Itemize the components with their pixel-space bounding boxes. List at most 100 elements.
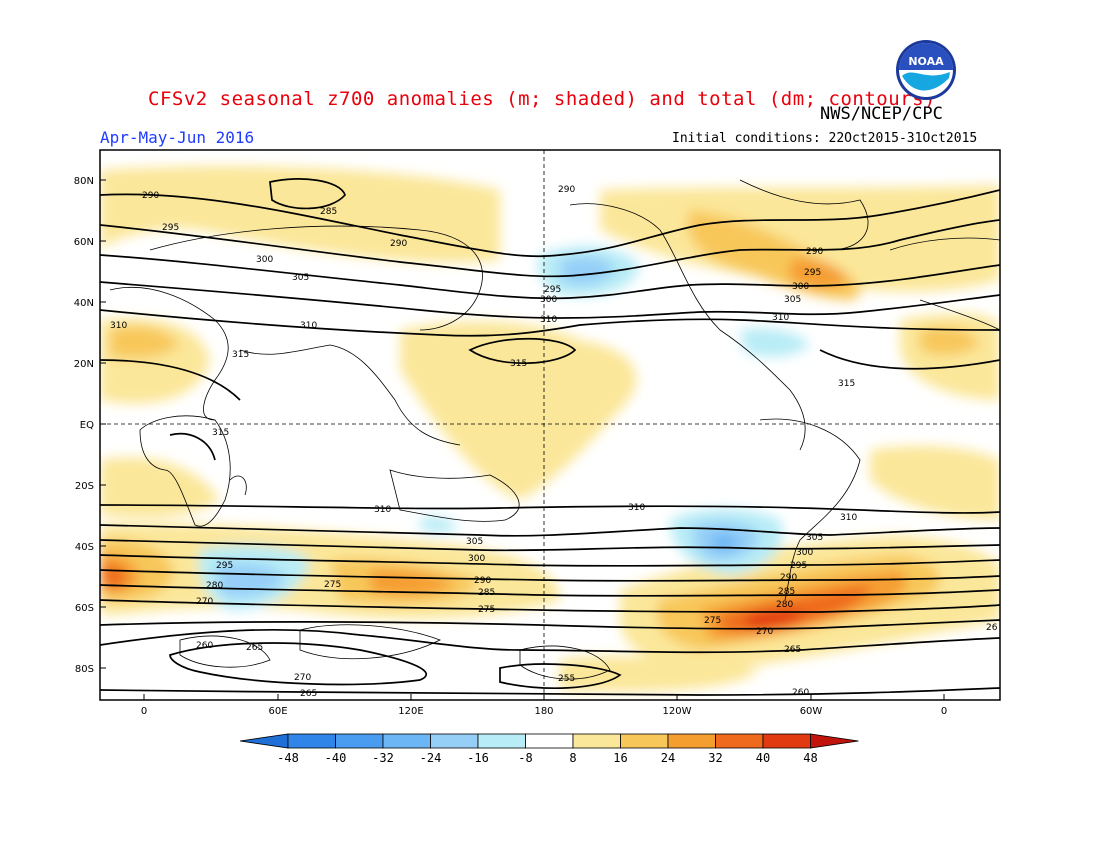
contour-label: 275 — [478, 605, 495, 615]
lon-axis: 0 60E 120E 180 120W 60W 0 — [141, 694, 947, 717]
contour-label: 285 — [320, 207, 337, 217]
colorbar-swatch — [715, 733, 764, 749]
contour-label: 265 — [300, 689, 317, 699]
lat-label: 20S — [75, 481, 94, 492]
contour-labels: 290 285 295 300 290 305 310 315 310 290 … — [110, 185, 998, 699]
contour-label: 310 — [540, 315, 557, 325]
colorbar-swatch — [287, 733, 336, 749]
lat-label: 20N — [74, 359, 94, 370]
lon-label: 120E — [398, 706, 423, 717]
lon-label: 0 — [141, 706, 147, 717]
contour-label: 290 — [558, 185, 575, 195]
contour-label: 26 — [986, 623, 998, 633]
contour-label: 295 — [544, 285, 561, 295]
colorbar-swatch — [667, 733, 716, 749]
contour-label: 275 — [704, 616, 721, 626]
colorbar-label: 40 — [756, 751, 770, 765]
colorbar-swatch — [335, 733, 384, 749]
contour-label: 310 — [374, 505, 391, 515]
colorbar-label: 8 — [569, 751, 576, 765]
initial-conditions-label: Initial conditions: 22Oct2015-31Oct2015 — [672, 131, 978, 146]
contour-label: 270 — [756, 627, 773, 637]
contour-label: 280 — [206, 581, 223, 591]
contour-label: 290 — [390, 239, 407, 249]
contour-label: 295 — [804, 268, 821, 278]
lon-label: 60W — [800, 706, 823, 717]
contour-label: 290 — [142, 191, 159, 201]
lat-label: 40S — [75, 542, 94, 553]
agency-label: NWS/NCEP/CPC — [820, 104, 943, 124]
contour-label: 315 — [212, 428, 229, 438]
colorbar-label: 48 — [803, 751, 817, 765]
map-frame — [99, 149, 1001, 701]
season-label: Apr-May-Jun 2016 — [100, 128, 255, 147]
contour-label: 300 — [256, 255, 273, 265]
lat-label: 40N — [74, 298, 94, 309]
contour-label: 310 — [628, 503, 645, 513]
contour-label: 310 — [110, 321, 127, 331]
colorbar-arrow-high — [810, 733, 859, 749]
lat-label: 60N — [74, 237, 94, 248]
colorbar-swatch — [430, 733, 479, 749]
contour-label: 285 — [778, 587, 795, 597]
colorbar-label: -16 — [467, 751, 489, 765]
height-contours — [100, 178, 1000, 696]
contour-label: 270 — [294, 673, 311, 683]
colorbar-swatch — [477, 733, 526, 749]
chart-title: CFSv2 seasonal z700 anomalies (m; shaded… — [148, 88, 936, 110]
contour-label: 285 — [478, 588, 495, 598]
lat-axis: 80N 60N 40N 20N EQ 20S 40S 60S 80S — [74, 176, 106, 675]
contour-label: 305 — [292, 273, 309, 283]
colorbar-swatch — [620, 733, 669, 749]
colorbar-label: 16 — [613, 751, 627, 765]
contour-label: 295 — [790, 561, 807, 571]
lat-label: 80S — [75, 664, 94, 675]
contour-label: 290 — [780, 573, 797, 583]
contour-label: 315 — [838, 379, 855, 389]
contour-label: 300 — [468, 554, 485, 564]
contour-label: 300 — [796, 548, 813, 558]
colorbar-label: -40 — [325, 751, 347, 765]
colorbar-label: -24 — [420, 751, 442, 765]
contour-label: 315 — [232, 350, 249, 360]
contour-label: 315 — [510, 359, 527, 369]
contour-label: 255 — [558, 674, 575, 684]
lon-label: 180 — [534, 706, 553, 717]
colorbar-swatch — [572, 733, 621, 749]
colorbar-swatch — [525, 733, 574, 749]
lat-label: 80N — [74, 176, 94, 187]
contour-label: 260 — [196, 641, 213, 651]
svg-text:NOAA: NOAA — [908, 55, 944, 68]
contour-label: 280 — [776, 600, 793, 610]
contour-label: 310 — [772, 313, 789, 323]
contour-label: 265 — [246, 643, 263, 653]
colorbar-label: 32 — [708, 751, 722, 765]
lon-label: 0 — [941, 706, 947, 717]
colorbar-label: -32 — [372, 751, 394, 765]
anomaly-shading — [100, 150, 1000, 700]
contour-label: 260 — [792, 688, 809, 698]
colorbar-swatch — [762, 733, 811, 749]
coastlines — [109, 179, 1000, 680]
contour-label: 295 — [216, 561, 233, 571]
lon-label: 120W — [663, 706, 692, 717]
colorbar-arrow-low — [239, 733, 289, 749]
contour-label: 275 — [324, 580, 341, 590]
contour-label: 270 — [196, 597, 213, 607]
noaa-logo-icon: NOAA — [896, 40, 956, 100]
contour-label: 305 — [806, 533, 823, 543]
contour-label: 305 — [784, 295, 801, 305]
contour-label: 265 — [784, 645, 801, 655]
colorbar-label: -48 — [277, 751, 299, 765]
contour-label: 305 — [466, 537, 483, 547]
colorbar: -48 -40 -32 -24 -16 -8 8 16 24 32 40 48 — [239, 733, 859, 765]
colorbar-label: 24 — [661, 751, 675, 765]
colorbar-label: -8 — [518, 751, 532, 765]
contour-label: 310 — [300, 321, 317, 331]
lat-label: 60S — [75, 603, 94, 614]
contour-label: 295 — [162, 223, 179, 233]
contour-label: 300 — [540, 295, 557, 305]
contour-label: 290 — [806, 247, 823, 257]
colorbar-swatch — [382, 733, 431, 749]
